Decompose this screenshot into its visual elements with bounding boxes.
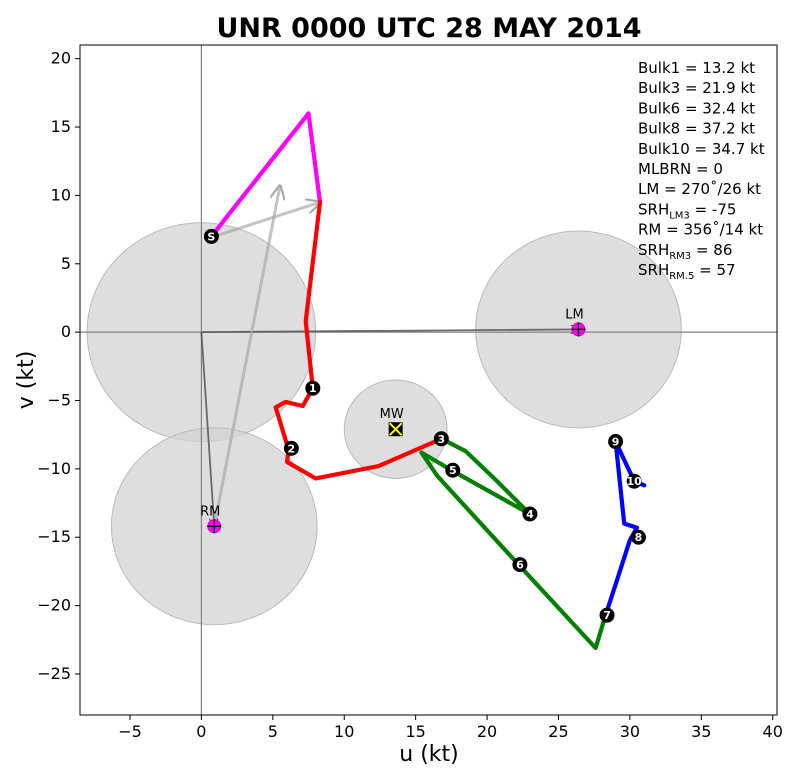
height-marker: [599, 607, 615, 623]
x-tick-label: 20: [477, 722, 497, 741]
x-tick-label: 0: [196, 722, 206, 741]
x-tick-label: 15: [405, 722, 425, 741]
height-marker-label: 1: [309, 382, 317, 395]
point-label: MW: [380, 407, 404, 422]
height-marker: [608, 434, 624, 450]
height-marker: [512, 557, 528, 573]
hodograph-segment: [603, 439, 647, 618]
stat-line: SRHLM3 = -75: [638, 200, 736, 221]
x-tick-label: 10: [334, 722, 354, 741]
stat-line: SRHRM3 = 86: [638, 241, 732, 262]
stat-line: Bulk8 = 37.2 kt: [638, 120, 755, 138]
y-tick-label: 10: [51, 185, 71, 204]
point-label: LM: [565, 307, 583, 322]
x-tick-label: 35: [691, 722, 711, 741]
x-tick-label: 25: [548, 722, 568, 741]
x-tick-label: 40: [763, 722, 783, 741]
shear-vector: [213, 202, 320, 238]
height-marker: [433, 431, 449, 447]
stats-box: Bulk1 = 13.2 kt Bulk3 = 21.9 kt Bulk6 = 32…: [638, 59, 765, 282]
y-axis-label: v (kt): [14, 351, 39, 410]
height-marker: [630, 529, 646, 545]
height-marker: [305, 380, 321, 396]
height-marker-label: 4: [526, 508, 534, 521]
stat-line: LM = 270˚/26 kt: [638, 180, 761, 198]
height-marker-label: 2: [288, 442, 296, 455]
x-tick-label: −5: [118, 722, 142, 741]
hodograph-segment: [273, 200, 444, 481]
height-marker-label: 5: [449, 464, 457, 477]
shear-vector: [200, 332, 214, 526]
stat-line: MLBRN = 0: [638, 160, 723, 178]
y-tick-label: −15: [37, 527, 71, 546]
x-tick-label: 30: [620, 722, 640, 741]
x-tick-label: 5: [268, 722, 278, 741]
height-marker: [626, 473, 642, 489]
height-marker-label: 3: [438, 433, 446, 446]
shear-vector: [201, 329, 578, 332]
plot-clip-group: LM RM MW S 1 2 3 4 5 6 7 8 9 10: [80, 45, 777, 715]
plot-area: LM RM MW S 1 2 3 4 5 6 7 8 9 10 −5 0 5 10 15 20 25 30 35 40 −25 −…: [37, 44, 783, 741]
height-marker: [522, 506, 538, 522]
stat-line: RM = 356˚/14 kt: [638, 221, 763, 239]
stat-line: SRHRM.5 = 57: [638, 261, 736, 282]
y-tick-label: 0: [61, 322, 71, 341]
x-axis-label: u (kt): [399, 742, 458, 767]
stat-line: Bulk3 = 21.9 kt: [638, 79, 755, 97]
y-tick-label: −5: [47, 391, 71, 410]
height-marker-label: 9: [612, 436, 620, 449]
height-marker: [445, 462, 461, 478]
height-marker-label: S: [207, 230, 215, 243]
hodograph-segment: [419, 436, 608, 651]
y-tick-label: 20: [51, 49, 71, 68]
height-marker-label: 6: [516, 559, 524, 572]
height-marker-label: 7: [603, 609, 611, 622]
shear-vector: [212, 186, 280, 527]
y-tick-label: −20: [37, 596, 71, 615]
height-marker-label: 8: [635, 531, 643, 544]
stat-line: Bulk10 = 34.7 kt: [638, 140, 765, 158]
height-marker: [203, 228, 219, 244]
chart-title: UNR 0000 UTC 28 MAY 2014: [216, 13, 641, 44]
height-marker-label: 10: [627, 475, 643, 488]
stat-line: Bulk6 = 32.4 kt: [638, 99, 755, 117]
mean-wind-x: [388, 422, 403, 436]
axes-frame: [79, 44, 778, 716]
y-tick-label: 5: [61, 254, 71, 273]
y-tick-label: −10: [37, 459, 71, 478]
height-marker: [283, 440, 299, 456]
y-tick-label: 15: [51, 117, 71, 136]
hodograph-segment: [209, 111, 323, 239]
point-label: RM: [200, 504, 220, 519]
stat-line: Bulk1 = 13.2 kt: [638, 59, 755, 77]
y-tick-label: −25: [37, 664, 71, 683]
